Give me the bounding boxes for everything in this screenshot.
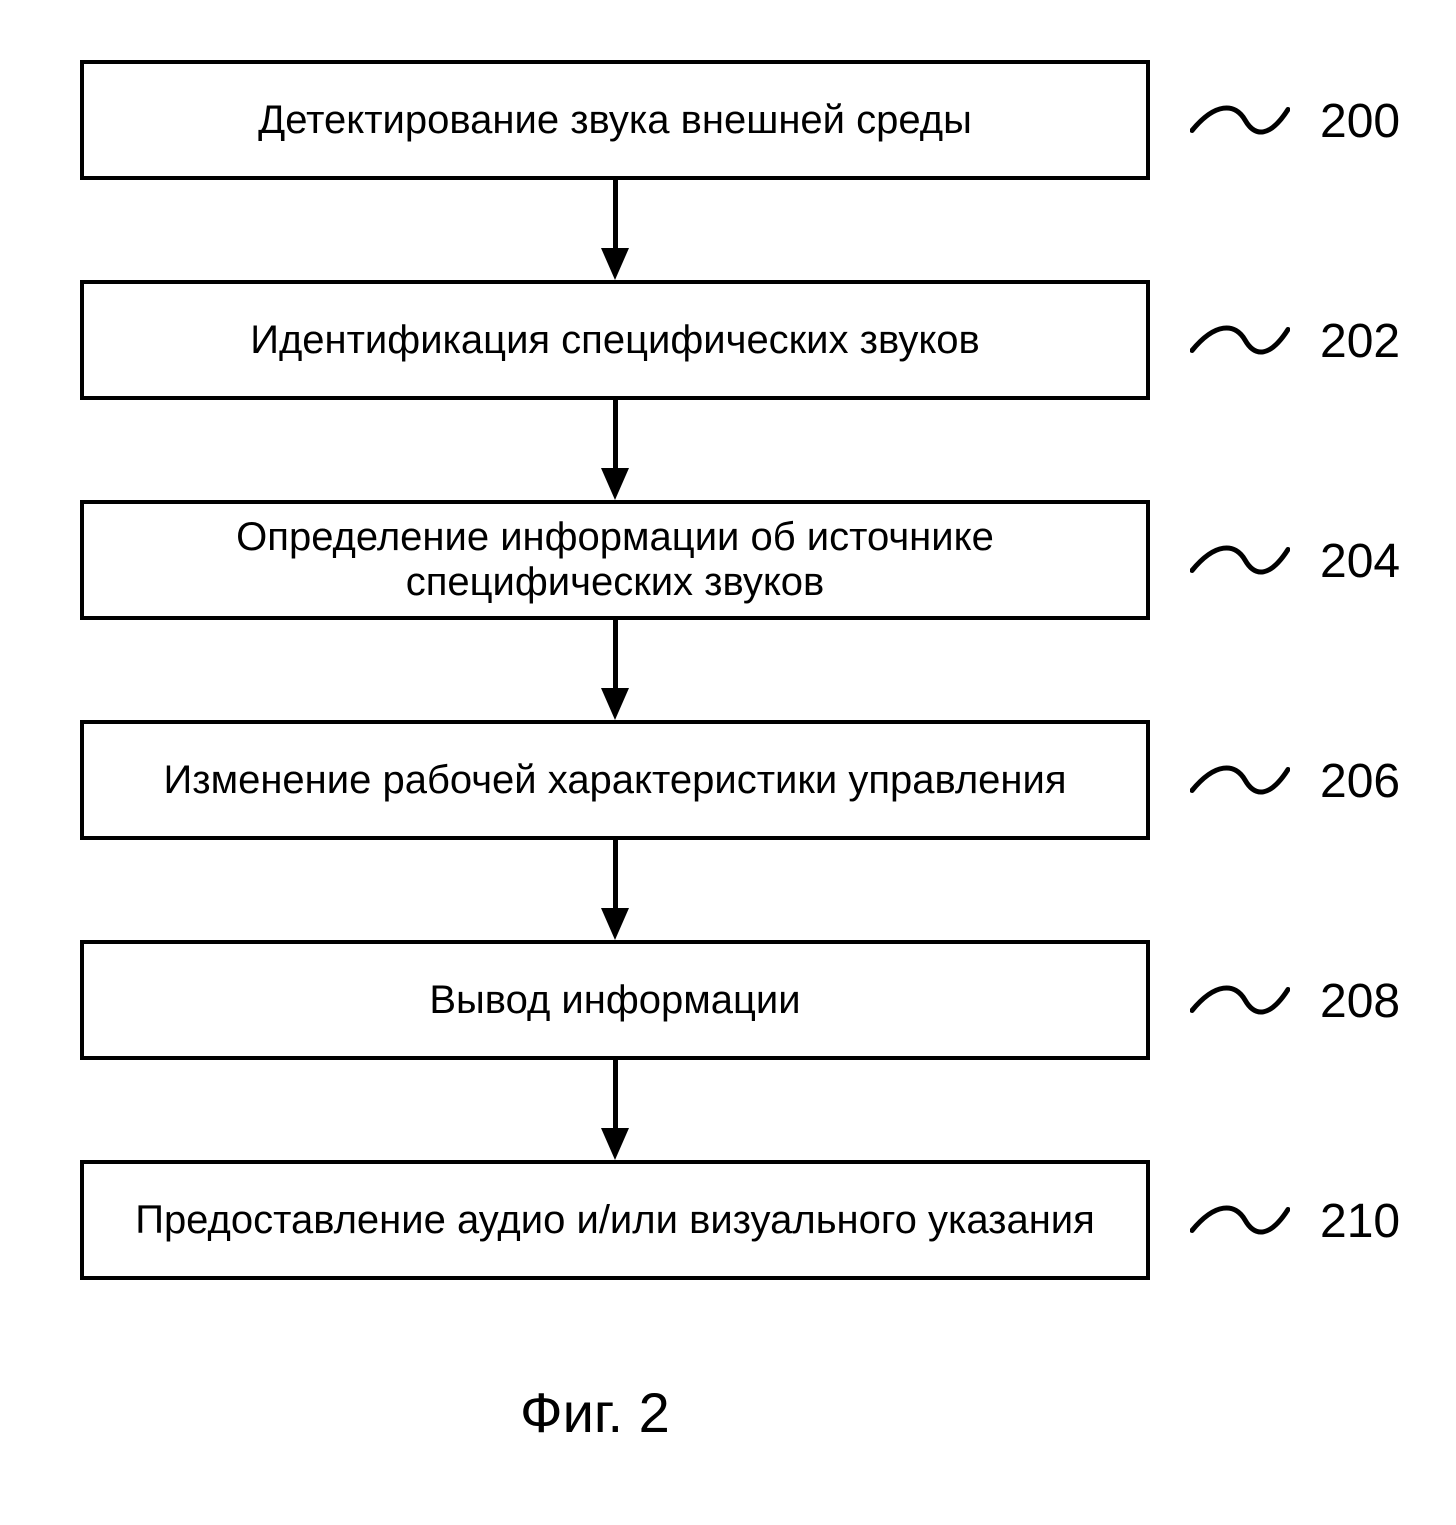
flow-step-label: Изменение рабочей характеристики управле… [163,758,1066,803]
flowchart-canvas: Фиг. 2 Детектирование звука внешней сред… [0,0,1456,1525]
reference-connector [1190,755,1290,810]
reference-connector [1190,315,1290,370]
flow-step-box: Определение информации об источнике спец… [80,500,1150,620]
reference-number: 208 [1320,974,1400,1029]
reference-connector [1190,1195,1290,1250]
flow-step-box: Идентификация специфических звуков [80,280,1150,400]
flow-step-label: Детектирование звука внешней среды [258,98,972,143]
flow-step-box: Вывод информации [80,940,1150,1060]
reference-number: 204 [1320,534,1400,589]
flow-step-box: Изменение рабочей характеристики управле… [80,720,1150,840]
reference-number: 200 [1320,94,1400,149]
reference-number: 202 [1320,314,1400,369]
flow-step-box: Детектирование звука внешней среды [80,60,1150,180]
reference-number: 206 [1320,754,1400,809]
flow-step-label: Идентификация специфических звуков [250,318,980,363]
flow-step-box: Предоставление аудио и/или визуального у… [80,1160,1150,1280]
reference-connector [1190,95,1290,150]
figure-caption: Фиг. 2 [520,1380,670,1445]
flow-step-label: Предоставление аудио и/или визуального у… [135,1198,1095,1243]
reference-number: 210 [1320,1194,1400,1249]
reference-connector [1190,535,1290,590]
flow-step-label: Вывод информации [429,978,800,1023]
reference-connector [1190,975,1290,1030]
flow-step-label: Определение информации об источнике спец… [104,515,1126,605]
